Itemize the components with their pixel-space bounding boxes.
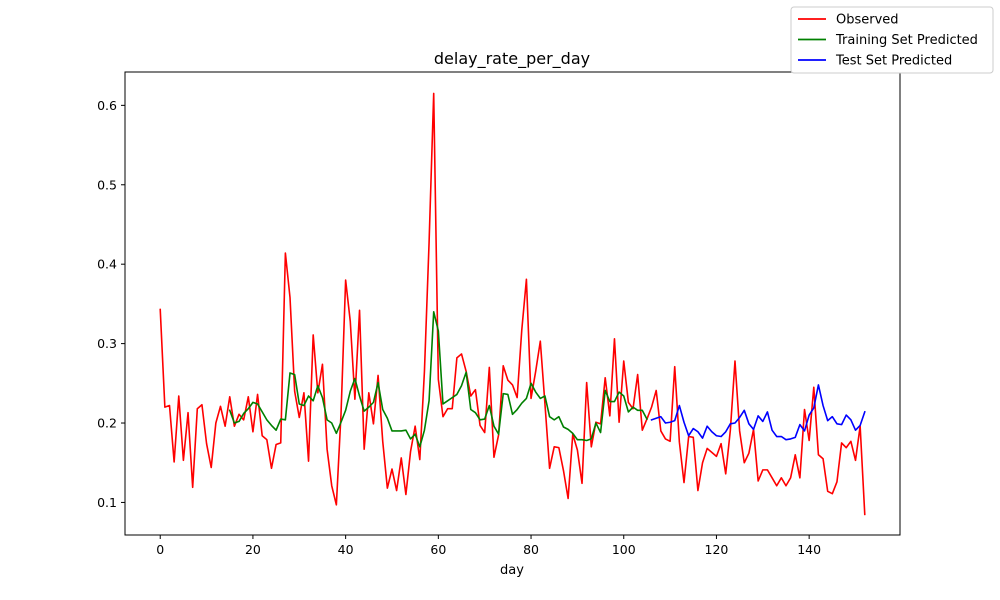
x-tick-label: 40	[338, 542, 354, 557]
x-tick-label: 20	[245, 542, 261, 557]
x-tick-label: 60	[430, 542, 446, 557]
legend: Observed Training Set Predicted Test Set P…	[790, 6, 994, 74]
y-tick-label: 0.6	[97, 98, 117, 113]
x-tick-label: 80	[523, 542, 539, 557]
x-tick-label: 0	[156, 542, 164, 557]
y-axis: 0.1 0.2 0.3 0.4 0.5 0.6	[97, 98, 125, 510]
series-line-1	[228, 311, 649, 448]
y-tick-label: 0.3	[97, 336, 117, 351]
y-tick-label: 0.1	[97, 495, 117, 510]
x-tick-label: 140	[797, 542, 821, 557]
series-line-0	[159, 92, 866, 516]
y-tick-label: 0.4	[97, 257, 117, 272]
y-tick-label: 0.2	[97, 416, 117, 431]
y-tick-label: 0.5	[97, 177, 117, 192]
plot-area-frame	[124, 71, 901, 536]
x-tick-label: 120	[705, 542, 729, 557]
x-axis-label: day	[500, 563, 524, 578]
series-layer	[159, 92, 866, 516]
x-tick-label: 100	[612, 542, 636, 557]
legend-label-1: Training Set Predicted	[835, 33, 978, 48]
legend-box	[790, 6, 994, 74]
series-line-2	[650, 384, 866, 441]
legend-label-2: Test Set Predicted	[835, 54, 952, 69]
chart-title: delay_rate_per_day	[434, 49, 590, 69]
x-axis: 0 20 40 60 80 100 120 140	[156, 535, 821, 557]
legend-label-0: Observed	[836, 13, 899, 28]
